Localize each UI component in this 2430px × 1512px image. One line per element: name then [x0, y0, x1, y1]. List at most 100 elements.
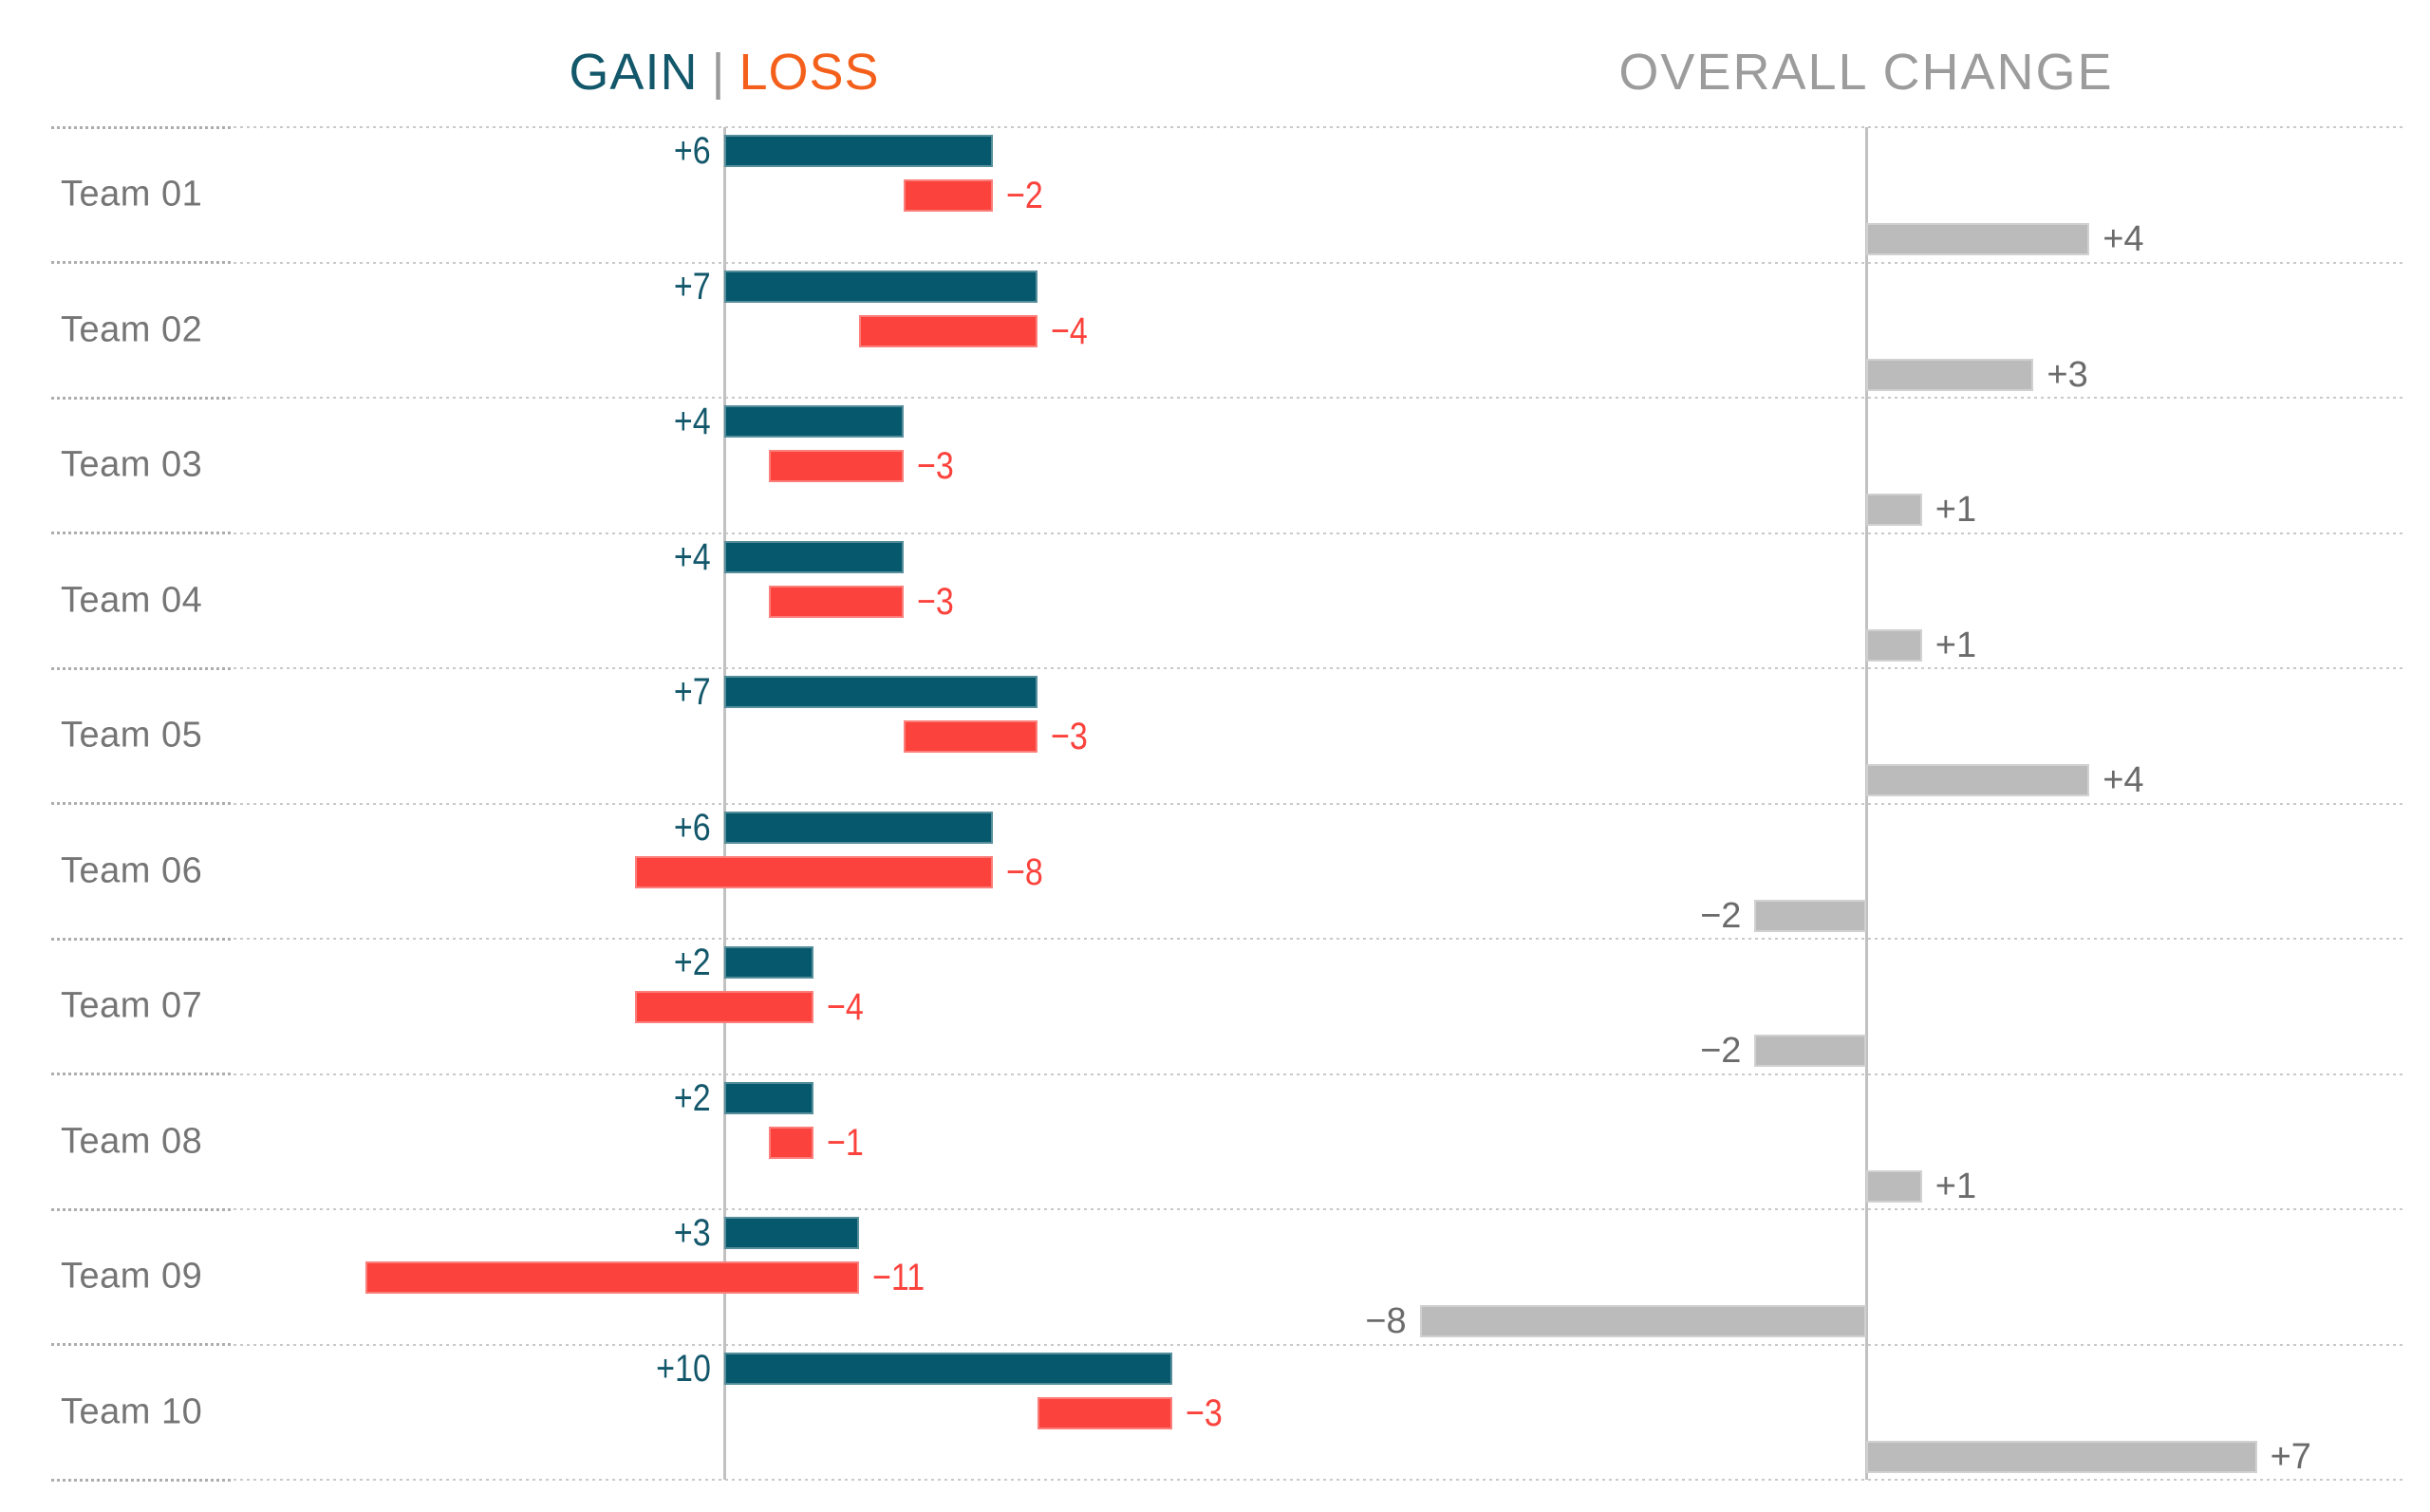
- gain-bar: [724, 676, 1038, 708]
- team-label: Team 01: [61, 174, 203, 215]
- team-label: Team 05: [61, 715, 203, 756]
- overall-change-header: OVERALL CHANGE: [1618, 44, 2114, 101]
- overall-value-label: +1: [1935, 1166, 1977, 1206]
- row-gridline: [234, 261, 2403, 264]
- overall-value-label: −2: [1700, 895, 1742, 936]
- gain-value-label: +7: [674, 671, 711, 713]
- loss-bar: [769, 1126, 814, 1159]
- overall-bar: [1866, 1169, 1922, 1203]
- row-gridline-dense: [51, 666, 234, 670]
- loss-value-label: −3: [916, 580, 954, 623]
- gain-header-label: GAIN: [569, 44, 699, 101]
- loss-value-label: −4: [827, 986, 865, 1028]
- loss-bar: [903, 179, 994, 212]
- row-gridline-dense: [51, 396, 234, 400]
- overall-value-label: +1: [1935, 625, 1977, 665]
- row-gridline: [234, 397, 2403, 399]
- row-gridline: [234, 1479, 2403, 1481]
- gain-value-label: +10: [656, 1347, 711, 1390]
- overall-value-label: −2: [1700, 1031, 1742, 1071]
- overall-value-label: −8: [1365, 1301, 1407, 1341]
- loss-value-label: −8: [1006, 850, 1043, 893]
- row-gridline: [234, 532, 2403, 534]
- row-gridline: [234, 667, 2403, 669]
- team-label: Team 08: [61, 1121, 203, 1162]
- gain-value-label: +3: [674, 1212, 711, 1254]
- row-gridline-dense: [51, 802, 234, 805]
- overall-bar: [1866, 1440, 2257, 1473]
- loss-bar: [903, 720, 1038, 753]
- team-label: Team 10: [61, 1391, 203, 1432]
- row-gridline-dense: [51, 125, 234, 129]
- loss-header-label: LOSS: [738, 44, 880, 101]
- team-label: Team 09: [61, 1256, 203, 1297]
- loss-bar: [365, 1261, 859, 1294]
- row-gridline: [234, 802, 2403, 805]
- right-axis-line: [1865, 127, 1868, 1480]
- loss-value-label: −1: [827, 1121, 865, 1164]
- gain-value-label: +2: [674, 1076, 711, 1119]
- loss-bar: [1037, 1396, 1172, 1429]
- overall-bar: [1866, 628, 1922, 662]
- overall-bar: [1754, 1035, 1866, 1067]
- overall-value-label: +3: [2047, 354, 2088, 395]
- left-axis-line: [723, 127, 726, 1480]
- row-gridline-dense: [51, 1478, 234, 1482]
- loss-bar: [858, 314, 1038, 347]
- team-label: Team 06: [61, 850, 203, 891]
- row-gridline-dense: [51, 261, 234, 264]
- gain-loss-header: GAIN | LOSS: [569, 43, 879, 102]
- overall-bar: [1866, 223, 2090, 255]
- gain-bar: [724, 1352, 1172, 1385]
- overall-bar: [1419, 1305, 1866, 1337]
- overall-bar: [1866, 764, 2090, 796]
- row-gridline: [234, 1208, 2403, 1210]
- row-gridline: [234, 938, 2403, 940]
- gain-value-label: +6: [674, 130, 711, 172]
- overall-value-label: +7: [2270, 1436, 2311, 1477]
- header-separator: |: [711, 44, 726, 101]
- gain-value-label: +4: [674, 401, 711, 442]
- row-gridline: [234, 126, 2403, 128]
- loss-value-label: −4: [1051, 309, 1089, 352]
- row-gridline: [234, 1073, 2403, 1075]
- team-label: Team 07: [61, 985, 203, 1026]
- loss-bar: [634, 855, 994, 888]
- row-gridline: [234, 1343, 2403, 1346]
- gain-value-label: +2: [674, 942, 711, 983]
- loss-bar: [769, 585, 904, 618]
- overall-bar: [1866, 494, 1922, 526]
- gain-bar: [724, 135, 994, 167]
- row-gridline-dense: [51, 532, 234, 534]
- gain-bar: [724, 1081, 814, 1114]
- loss-value-label: −3: [1186, 1391, 1223, 1434]
- loss-bar: [769, 450, 904, 482]
- team-label: Team 03: [61, 444, 203, 485]
- gain-bar: [724, 540, 904, 573]
- row-gridline-dense: [51, 1343, 234, 1346]
- gain-bar: [724, 946, 814, 979]
- overall-value-label: +4: [2103, 760, 2144, 800]
- gain-bar: [724, 811, 994, 844]
- loss-value-label: −3: [1051, 716, 1089, 757]
- row-gridline-dense: [51, 1073, 234, 1075]
- loss-bar: [634, 991, 814, 1023]
- row-gridline-dense: [51, 1207, 234, 1211]
- team-label: Team 04: [61, 580, 203, 621]
- gain-value-label: +7: [674, 265, 711, 308]
- gain-bar: [724, 1217, 859, 1249]
- gain-bar: [724, 405, 904, 438]
- loss-value-label: −3: [916, 445, 954, 487]
- overall-bar: [1866, 358, 2034, 391]
- team-label: Team 02: [61, 309, 203, 350]
- overall-value-label: +4: [2103, 219, 2144, 259]
- overall-bar: [1754, 899, 1866, 932]
- row-gridline-dense: [51, 937, 234, 941]
- gain-value-label: +6: [674, 806, 711, 849]
- gain-bar: [724, 270, 1038, 303]
- gain-value-label: +4: [674, 535, 711, 578]
- loss-value-label: −11: [871, 1257, 925, 1298]
- loss-value-label: −2: [1006, 175, 1043, 216]
- overall-value-label: +1: [1935, 490, 1977, 530]
